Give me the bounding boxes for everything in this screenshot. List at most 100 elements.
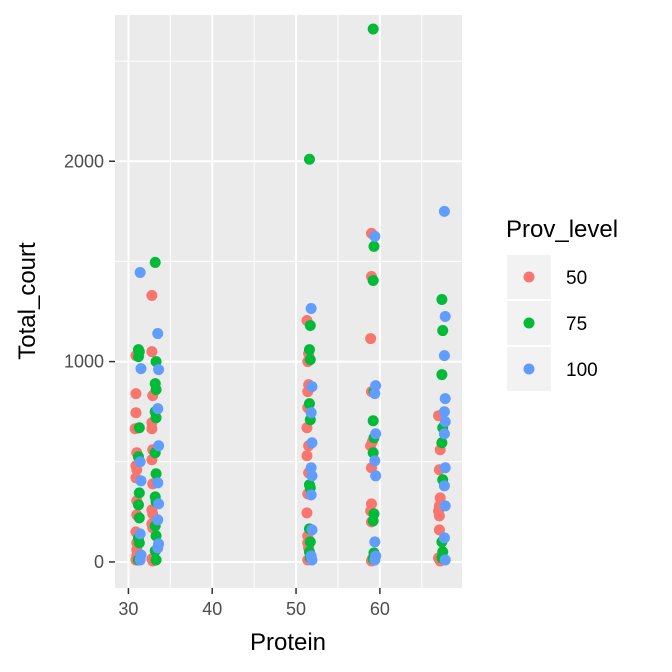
data-point-100 <box>369 388 381 400</box>
data-point-75 <box>304 354 316 366</box>
data-point-50 <box>146 423 158 435</box>
data-point-100 <box>306 437 318 449</box>
data-point-50 <box>365 333 377 345</box>
data-point-100 <box>152 328 164 340</box>
data-point-75 <box>304 536 316 548</box>
data-point-100 <box>438 532 450 544</box>
data-point-100 <box>438 350 450 362</box>
data-point-75 <box>436 369 448 381</box>
x-tick-label: 40 <box>202 599 222 619</box>
legend: Prov_level 50 75 100 <box>506 216 618 391</box>
data-point-100 <box>134 266 146 278</box>
data-point-75 <box>133 512 145 524</box>
data-point-100 <box>153 440 165 452</box>
data-point-75 <box>133 487 145 499</box>
legend-label: 50 <box>566 268 587 289</box>
y-tick-label: 2000 <box>64 151 104 171</box>
plot-panel <box>115 15 462 588</box>
data-point-100 <box>439 393 451 405</box>
data-point-100 <box>134 554 146 566</box>
data-point-75 <box>133 537 145 549</box>
data-point-100 <box>370 470 382 482</box>
x-tick-label: 50 <box>286 599 306 619</box>
data-point-50 <box>301 507 313 519</box>
y-axis-title: Total_court <box>14 242 41 360</box>
data-point-50 <box>146 346 158 358</box>
data-point-100 <box>306 524 318 536</box>
data-point-100 <box>152 514 164 526</box>
data-point-50 <box>301 450 313 462</box>
data-point-100 <box>438 205 450 217</box>
y-tick-label: 1000 <box>64 352 104 372</box>
data-point-100 <box>369 554 381 566</box>
data-point-75 <box>150 384 162 396</box>
y-axis: 0 1000 2000 <box>64 151 115 572</box>
data-point-100 <box>439 462 451 474</box>
data-point-75 <box>303 344 315 356</box>
data-point-100 <box>152 403 164 415</box>
data-point-100 <box>134 456 146 468</box>
data-point-50 <box>130 388 142 400</box>
x-axis: 30 40 50 60 <box>118 588 390 619</box>
data-point-100 <box>439 500 451 512</box>
data-point-100 <box>135 363 147 375</box>
data-point-75 <box>303 398 315 410</box>
data-point-50 <box>433 524 445 536</box>
data-points <box>129 23 451 567</box>
legend-label: 100 <box>566 360 598 381</box>
data-point-75 <box>367 23 379 35</box>
data-point-75 <box>132 351 144 363</box>
legend-key-point <box>523 363 535 375</box>
data-point-75 <box>436 293 448 305</box>
data-point-100 <box>439 554 451 566</box>
data-point-75 <box>367 515 379 527</box>
data-point-100 <box>152 477 164 489</box>
legend-key-point <box>523 271 535 283</box>
data-point-100 <box>370 380 382 392</box>
data-point-100 <box>370 428 382 440</box>
data-point-100 <box>305 462 317 474</box>
data-point-100 <box>153 498 165 510</box>
data-point-100 <box>369 536 381 548</box>
data-point-75 <box>437 325 449 337</box>
legend-key-point <box>523 317 535 329</box>
data-point-50 <box>434 492 446 504</box>
data-point-100 <box>438 480 450 492</box>
data-point-100 <box>306 470 318 482</box>
data-point-100 <box>305 407 317 419</box>
data-point-75 <box>367 415 379 427</box>
data-point-100 <box>134 528 146 540</box>
minor-gridlines <box>115 15 462 588</box>
data-point-75 <box>133 422 145 434</box>
data-point-100 <box>135 475 147 487</box>
data-point-75 <box>367 274 379 286</box>
x-tick-label: 60 <box>370 599 390 619</box>
data-point-75 <box>150 468 162 480</box>
data-point-75 <box>150 554 162 566</box>
data-point-100 <box>369 230 381 242</box>
data-point-100 <box>439 416 451 428</box>
data-point-75 <box>149 256 161 268</box>
data-point-75 <box>436 437 448 449</box>
data-point-100 <box>306 381 318 393</box>
data-point-50 <box>433 510 445 522</box>
major-gridlines <box>115 15 462 588</box>
data-point-100 <box>438 406 450 418</box>
data-point-75 <box>132 499 144 511</box>
data-point-100 <box>306 554 318 566</box>
legend-title: Prov_level <box>506 216 618 243</box>
data-point-100 <box>305 303 317 315</box>
data-point-100 <box>439 311 451 323</box>
y-tick-label: 0 <box>94 552 104 572</box>
data-point-100 <box>152 542 164 554</box>
data-point-50 <box>146 289 158 301</box>
data-point-75 <box>303 153 315 165</box>
x-axis-title: Protein <box>250 629 326 656</box>
data-point-75 <box>368 240 380 252</box>
data-point-50 <box>130 407 142 419</box>
data-point-100 <box>305 489 317 501</box>
data-point-100 <box>153 364 165 376</box>
data-point-75 <box>304 320 316 332</box>
legend-label: 75 <box>566 314 587 335</box>
